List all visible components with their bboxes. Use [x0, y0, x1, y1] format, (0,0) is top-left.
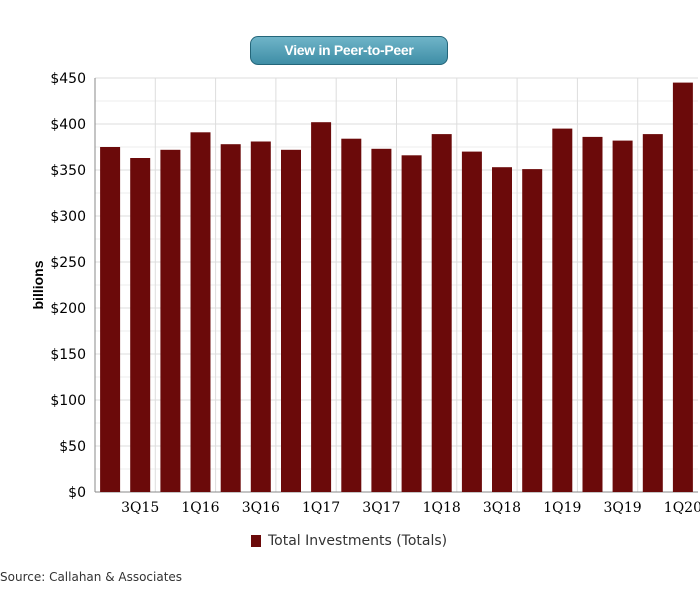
bar-2Q16[interactable] [220, 144, 241, 492]
legend-swatch [251, 535, 261, 547]
y-tick-label: $200 [50, 301, 86, 317]
bar-4Q15[interactable] [160, 149, 181, 493]
y-tick-label: $400 [50, 117, 86, 133]
bar-1Q19[interactable] [552, 128, 573, 492]
y-tick-label: $250 [50, 255, 86, 271]
view-in-peer-to-peer-button[interactable]: View in Peer-to-Peer [250, 36, 448, 65]
y-tick-label: $450 [50, 71, 86, 87]
legend-label: Total Investments (Totals) [268, 533, 448, 549]
x-tick-labels: 3Q15 1Q16 3Q16 1Q17 3Q17 1Q18 3Q18 1Q19 3Q19 1Q20 [121, 500, 700, 516]
bar-3Q18[interactable] [492, 167, 512, 492]
bar-2Q15[interactable] [100, 147, 121, 492]
x-tick-label: 1Q16 [181, 500, 219, 516]
bar-1Q20[interactable] [672, 82, 693, 492]
y-tick-label: $50 [59, 439, 86, 455]
bar-3Q16[interactable] [250, 141, 271, 493]
x-tick-label: 1Q20 [664, 500, 700, 516]
legend: Total Investments (Totals) [251, 531, 447, 551]
bar-4Q17[interactable] [401, 155, 422, 493]
x-tick-label: 3Q19 [603, 500, 641, 516]
bar-1Q18[interactable] [431, 134, 452, 492]
bar-3Q15[interactable] [130, 158, 151, 492]
bar-2Q19[interactable] [582, 136, 603, 492]
source-note: Source: Callahan & Associates [0, 570, 183, 584]
x-tick-label: 3Q17 [362, 500, 400, 516]
bar-3Q17[interactable] [371, 148, 392, 493]
bar-2Q18[interactable] [461, 151, 482, 492]
x-tick-label: 1Q19 [543, 500, 581, 516]
bar-1Q16[interactable] [190, 132, 211, 493]
bar-3Q19[interactable] [612, 140, 633, 492]
bar-4Q16[interactable] [281, 149, 301, 493]
bar-4Q18[interactable] [522, 169, 543, 492]
x-tick-label: 3Q18 [483, 500, 521, 516]
bar-1Q17[interactable] [311, 122, 332, 492]
x-tick-label: 3Q16 [242, 500, 280, 516]
y-tick-label: $0 [68, 485, 86, 501]
y-axis-label: billions [30, 260, 46, 309]
y-tick-label: $300 [50, 209, 86, 225]
bar-chart: $0 $50 $100 $150 $200 $250 $300 $350 $400 $450 3Q… [30, 71, 700, 516]
y-tick-labels: $0 $50 $100 $150 $200 $250 $300 $350 $400 $450 [50, 71, 86, 501]
y-tick-label: $150 [50, 347, 86, 363]
bar-4Q19[interactable] [642, 134, 663, 492]
grid-lines [95, 77, 698, 493]
y-tick-label: $100 [50, 393, 86, 409]
x-tick-label: 1Q17 [302, 500, 340, 516]
x-tick-label: 3Q15 [121, 500, 159, 516]
bars [100, 82, 693, 493]
y-tick-label: $350 [50, 163, 86, 179]
x-tick-label: 1Q18 [423, 500, 461, 516]
bar-2Q17[interactable] [341, 138, 362, 492]
